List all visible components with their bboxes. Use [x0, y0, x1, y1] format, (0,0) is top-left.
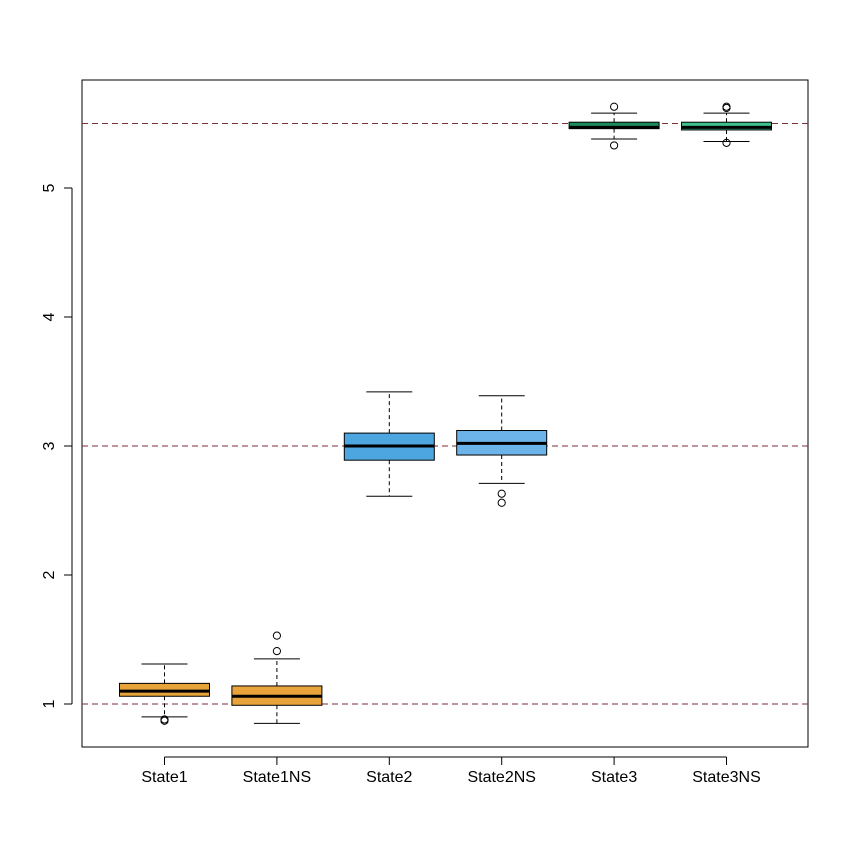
x-tick-label: State2	[366, 769, 412, 786]
x-tick-label: State2NS	[467, 769, 535, 786]
reference-lines	[82, 122, 808, 705]
x-tick-label: State3	[591, 769, 637, 786]
outlier-point	[610, 102, 619, 111]
box-state1	[119, 663, 210, 725]
y-tick-label: 2	[41, 570, 58, 579]
x-tick-label: State3NS	[692, 769, 760, 786]
box-state2	[343, 391, 435, 497]
y-tick-label: 1	[41, 699, 58, 708]
outlier-point	[722, 138, 731, 147]
outlier-point	[722, 103, 731, 113]
y-tick-label: 4	[41, 312, 58, 321]
outlier-point	[272, 631, 281, 640]
outlier-point	[610, 141, 619, 150]
y-tick-label: 5	[41, 183, 58, 192]
plot-frame	[81, 79, 809, 748]
x-tick-label: State1	[141, 769, 187, 786]
boxes	[119, 102, 772, 725]
x-axis: State1 State1NS State2 State2NS State3 State3…	[141, 756, 761, 786]
box-state3ns	[681, 102, 772, 147]
y-tick-label: 3	[41, 441, 58, 450]
x-tick-label: State1NS	[243, 769, 311, 786]
box-state2ns	[456, 395, 548, 507]
outlier-point	[497, 489, 506, 498]
box-state1ns	[231, 631, 323, 724]
box-state3	[568, 102, 660, 150]
y-axis: 1 2 3 4 5	[41, 183, 73, 708]
outlier-point	[160, 716, 169, 725]
outlier-point	[272, 647, 281, 656]
outlier-point	[497, 498, 506, 507]
